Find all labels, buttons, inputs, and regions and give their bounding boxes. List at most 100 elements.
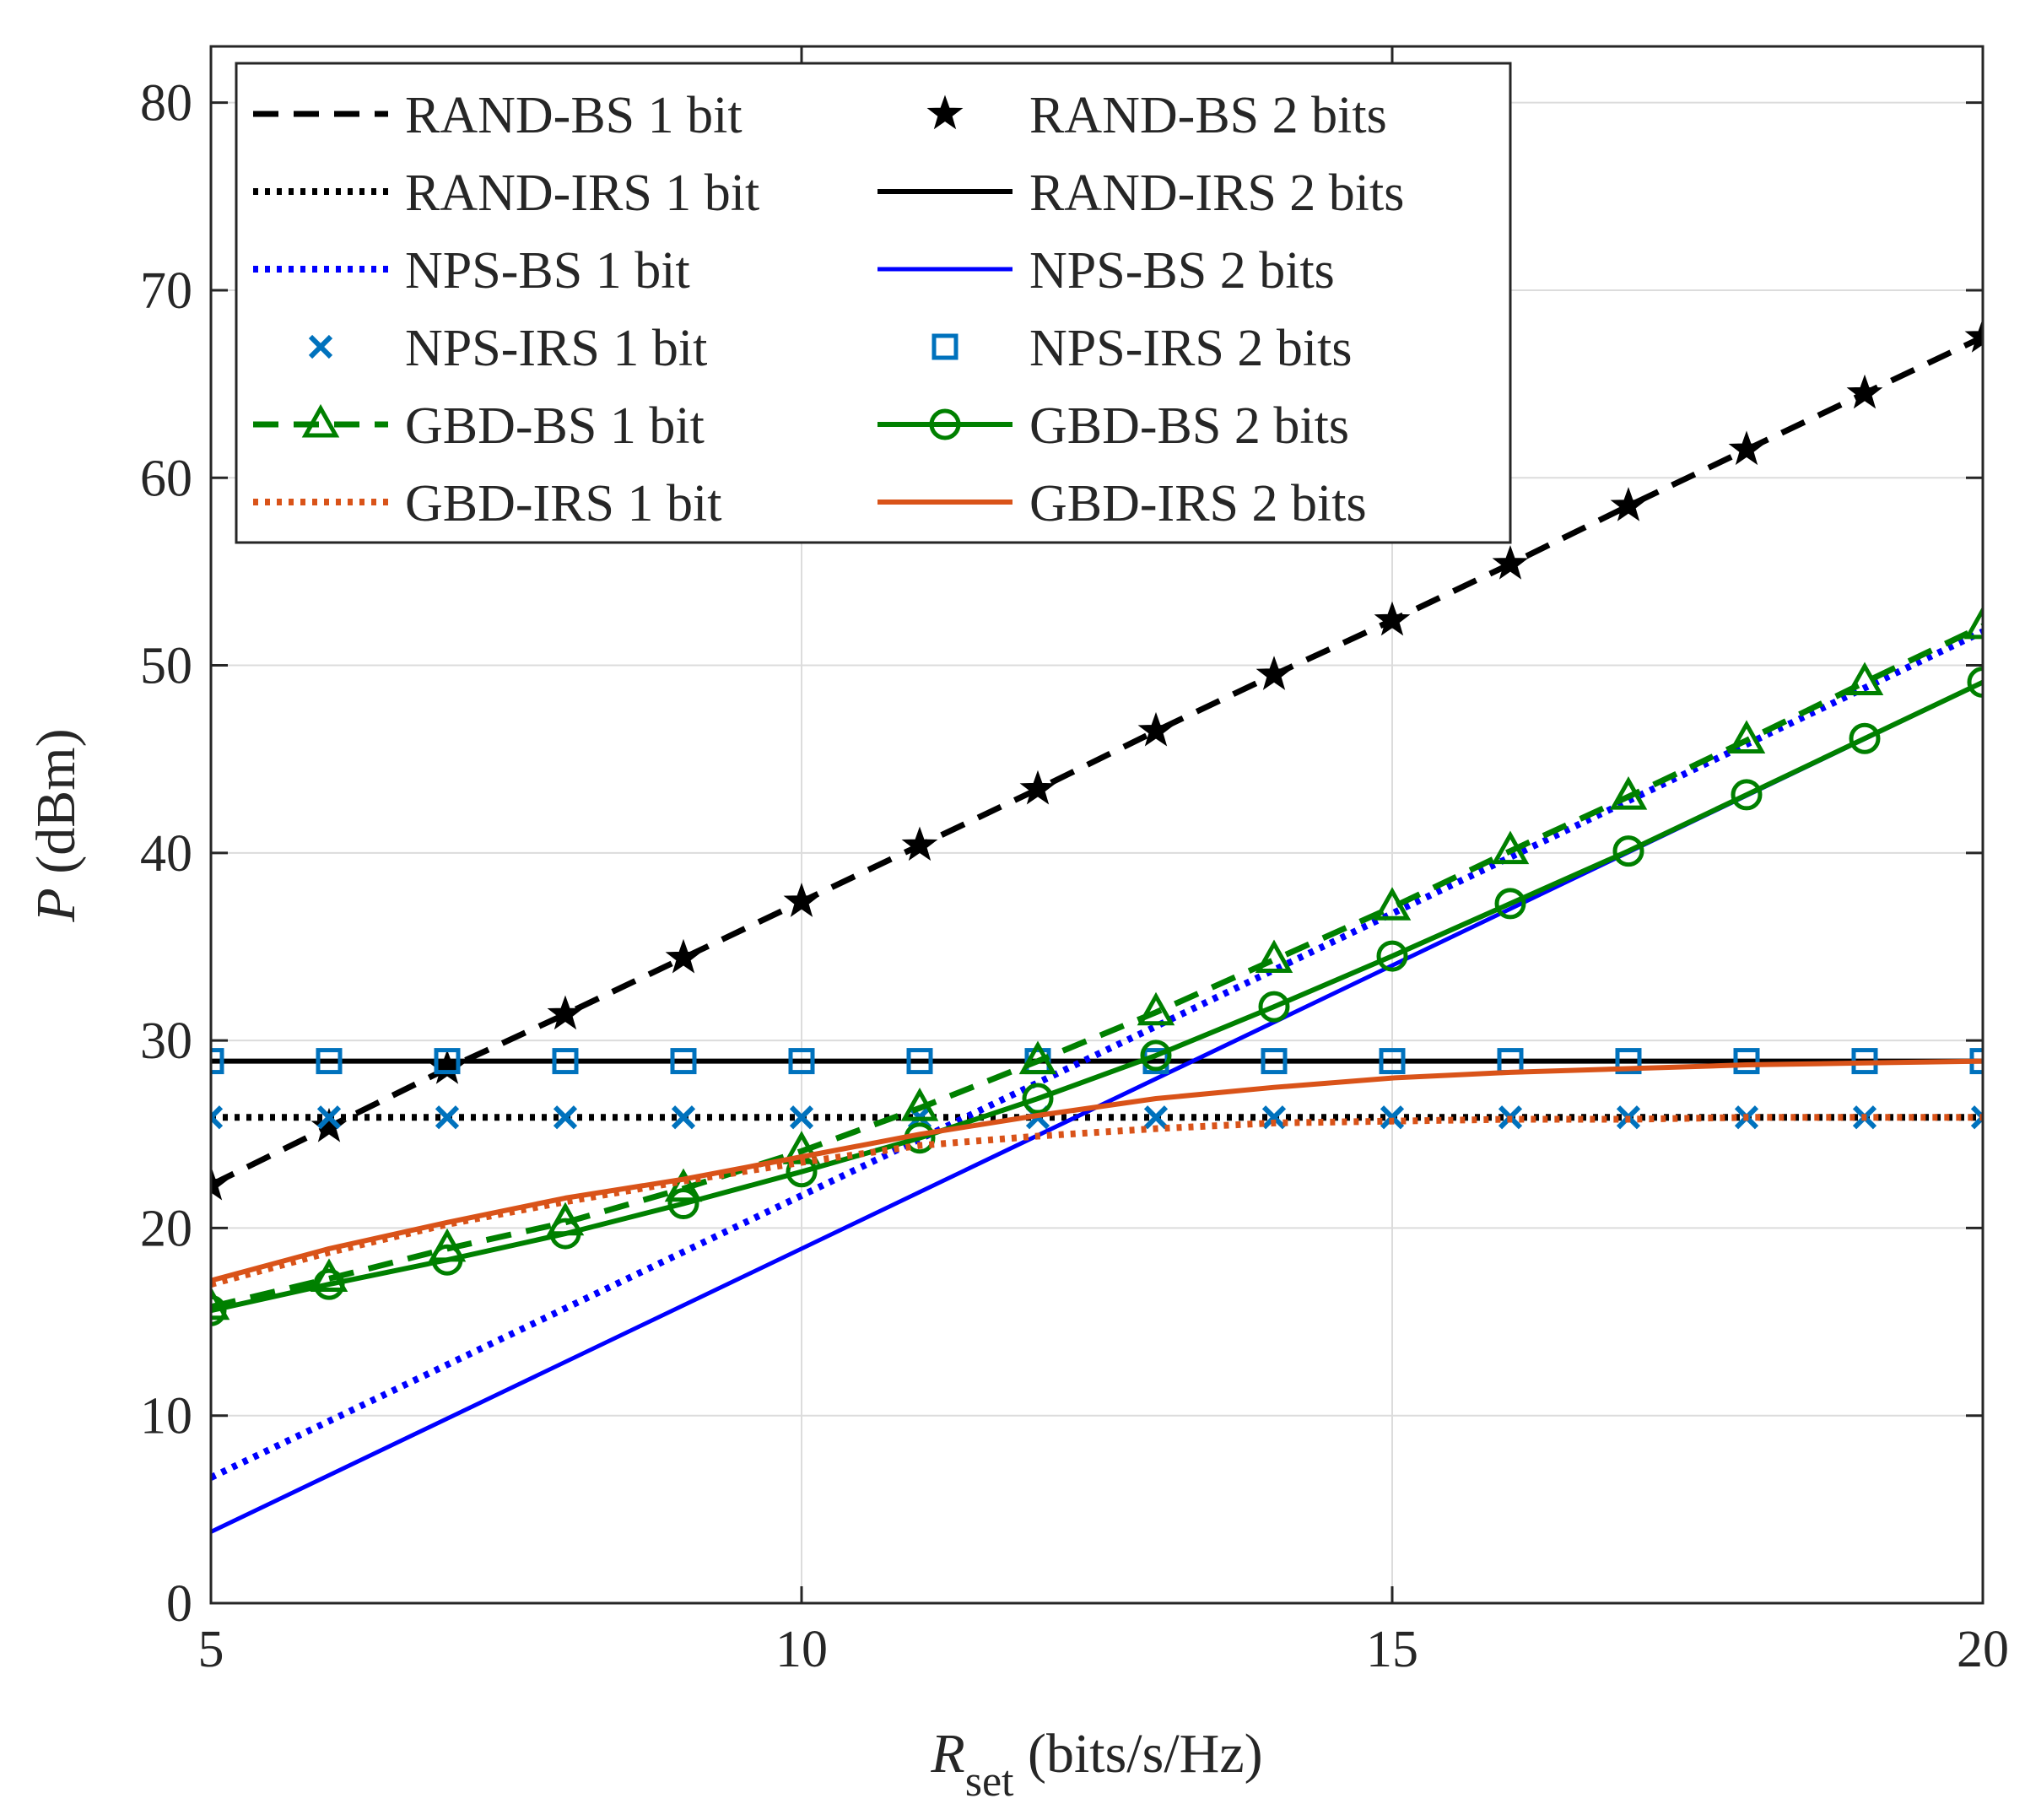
data-point-gbd-bs-1-bit [900, 1088, 939, 1121]
data-point-gbd-bs-2-bits [1849, 722, 1881, 754]
legend-item-rand-bs-2-bits: RAND-BS 2 bits [926, 87, 1387, 144]
data-point-nps-irs-1-bit [1380, 1105, 1405, 1130]
data-point-gbd-bs-2-bits [431, 1244, 463, 1276]
data-point-nps-irs-1-bit [671, 1105, 696, 1130]
data-point-gbd-bs-2-bits [313, 1268, 345, 1300]
legend-swatch-marker [308, 334, 333, 359]
data-point-gbd-bs-1-bit [1609, 776, 1648, 810]
data-point-rand-bs-2-bits [1610, 487, 1647, 521]
legend-swatch-marker [926, 95, 964, 130]
data-point-nps-irs-2-bits [434, 1048, 461, 1075]
legend-item-gbd-bs-2-bits: GBD-BS 2 bits [878, 397, 1349, 455]
data-point-rand-bs-2-bits [665, 938, 702, 974]
legend-item-nps-bs-2-bits: NPS-BS 2 bits [878, 242, 1335, 300]
data-point-rand-bs-2-bits [1019, 770, 1056, 805]
x-tick-label: 15 [1366, 1621, 1418, 1678]
data-point-rand-bs-2-bits [1492, 545, 1529, 580]
y-tick-label: 10 [140, 1388, 192, 1445]
x-axis-label: Rset (bits/s/Hz) [930, 1723, 1262, 1806]
series-nps-bs-1-bit [211, 628, 1983, 1481]
legend: RAND-BS 1 bit RAND-BS 2 bits RAND-IRS 1 bi… [235, 62, 1512, 544]
data-point-rand-bs-2-bits [1728, 430, 1765, 466]
legend-item-rand-irs-1-bit: RAND-IRS 1 bit [253, 165, 759, 222]
plot-frame [209, 45, 1984, 1605]
series-gbd-irs-2-bits [211, 1058, 1983, 1283]
series-line-gbd-irs-1-bit [211, 1114, 1983, 1288]
series-gbd-bs-2-bits [211, 667, 1983, 1326]
legend-item-nps-irs-2-bits: NPS-IRS 2 bits [932, 320, 1352, 377]
y-tick-label: 30 [140, 1013, 192, 1070]
data-point-gbd-bs-1-bit [310, 1258, 348, 1292]
data-point-nps-irs-2-bits [788, 1048, 815, 1075]
legend-label: NPS-BS 2 bits [1029, 242, 1335, 300]
legend-label: NPS-BS 1 bit [405, 242, 690, 300]
data-point-rand-bs-2-bits [310, 1107, 348, 1142]
data-point-gbd-bs-2-bits [1494, 888, 1526, 920]
legend-label: GBD-IRS 2 bits [1029, 475, 1367, 532]
data-point-gbd-bs-1-bit [1963, 605, 1983, 640]
legend-item-rand-irs-2-bits: RAND-IRS 2 bits [878, 165, 1404, 222]
data-point-nps-irs-2-bits [1733, 1048, 1760, 1075]
series-rand-bs-1-bit [211, 334, 1983, 1188]
legend-label: NPS-IRS 1 bit [405, 320, 707, 377]
data-point-gbd-bs-1-bit [1491, 830, 1530, 865]
legend-label: GBD-BS 2 bits [1029, 397, 1349, 455]
x-tick-label: 5 [198, 1621, 224, 1678]
y-tick-label: 40 [140, 825, 192, 883]
data-point-gbd-bs-1-bit [1845, 662, 1884, 696]
legend-label: RAND-BS 1 bit [405, 87, 742, 144]
data-point-nps-irs-2-bits [1261, 1048, 1288, 1075]
data-point-nps-irs-2-bits [906, 1048, 933, 1075]
data-point-nps-irs-2-bits [552, 1048, 579, 1075]
data-point-nps-irs-2-bits [211, 1048, 224, 1075]
legend-item-gbd-irs-1-bit: GBD-IRS 1 bit [253, 475, 721, 532]
data-point-gbd-bs-2-bits [549, 1218, 581, 1250]
axes [209, 45, 1984, 1605]
legend-label: GBD-IRS 1 bit [405, 475, 721, 532]
data-point-nps-irs-2-bits [670, 1048, 697, 1075]
data-point-nps-irs-2-bits [1615, 1048, 1642, 1075]
series-gbd-irs-1-bit [211, 1114, 1983, 1288]
data-point-nps-irs-1-bit [789, 1105, 814, 1130]
data-point-gbd-bs-2-bits [211, 1294, 227, 1326]
data-point-nps-irs-1-bit [553, 1105, 578, 1130]
data-point-gbd-bs-2-bits [1731, 779, 1763, 811]
y-axis-label: P (dBm) [25, 728, 87, 922]
legend-item-rand-bs-1-bit: RAND-BS 1 bit [253, 87, 742, 144]
series-line-gbd-bs-1-bit [211, 623, 1983, 1310]
data-point-gbd-bs-2-bits [1612, 835, 1644, 867]
data-point-nps-irs-1-bit [435, 1105, 460, 1130]
legend-item-nps-bs-1-bit: NPS-BS 1 bit [253, 242, 690, 300]
data-point-nps-irs-1-bit [1970, 1105, 1983, 1130]
legend-label: RAND-IRS 1 bit [405, 165, 759, 222]
data-point-nps-irs-2-bits [316, 1048, 343, 1075]
data-point-nps-irs-2-bits [1379, 1048, 1406, 1075]
data-point-rand-bs-2-bits [1964, 317, 1983, 353]
legend-item-nps-irs-1-bit: NPS-IRS 1 bit [308, 320, 707, 377]
y-tick-label: 80 [140, 75, 192, 132]
data-point-rand-bs-2-bits [1846, 374, 1883, 409]
data-point-gbd-bs-1-bit [664, 1168, 703, 1202]
y-tick-label: 50 [140, 638, 192, 695]
x-tick-label: 10 [775, 1621, 828, 1678]
series-line-gbd-bs-2-bits [211, 679, 1983, 1314]
data-point-gbd-bs-2-bits [1967, 667, 1983, 699]
data-point-rand-bs-2-bits [211, 1165, 230, 1201]
data-point-gbd-bs-2-bits [1022, 1083, 1054, 1115]
series-line-gbd-irs-2-bits [211, 1058, 1983, 1283]
data-point-rand-bs-2-bits [1137, 711, 1174, 747]
legend-label: RAND-BS 2 bits [1029, 87, 1387, 144]
data-point-gbd-bs-1-bit [1727, 720, 1766, 753]
data-point-gbd-bs-1-bit [1373, 887, 1412, 921]
legend-item-gbd-irs-2-bits: GBD-IRS 2 bits [878, 475, 1367, 532]
legend-label: GBD-BS 1 bit [405, 397, 705, 455]
series-rand-bs-2-bits [211, 317, 1983, 1201]
data-point-rand-bs-2-bits [901, 826, 938, 861]
x-tick-label: 20 [1957, 1621, 2009, 1678]
data-point-rand-bs-2-bits [783, 883, 820, 917]
legend-swatch-marker [929, 408, 961, 440]
legend-swatch-marker [932, 333, 958, 360]
y-tick-label: 0 [166, 1575, 192, 1633]
data-point-rand-bs-2-bits [1256, 656, 1293, 690]
